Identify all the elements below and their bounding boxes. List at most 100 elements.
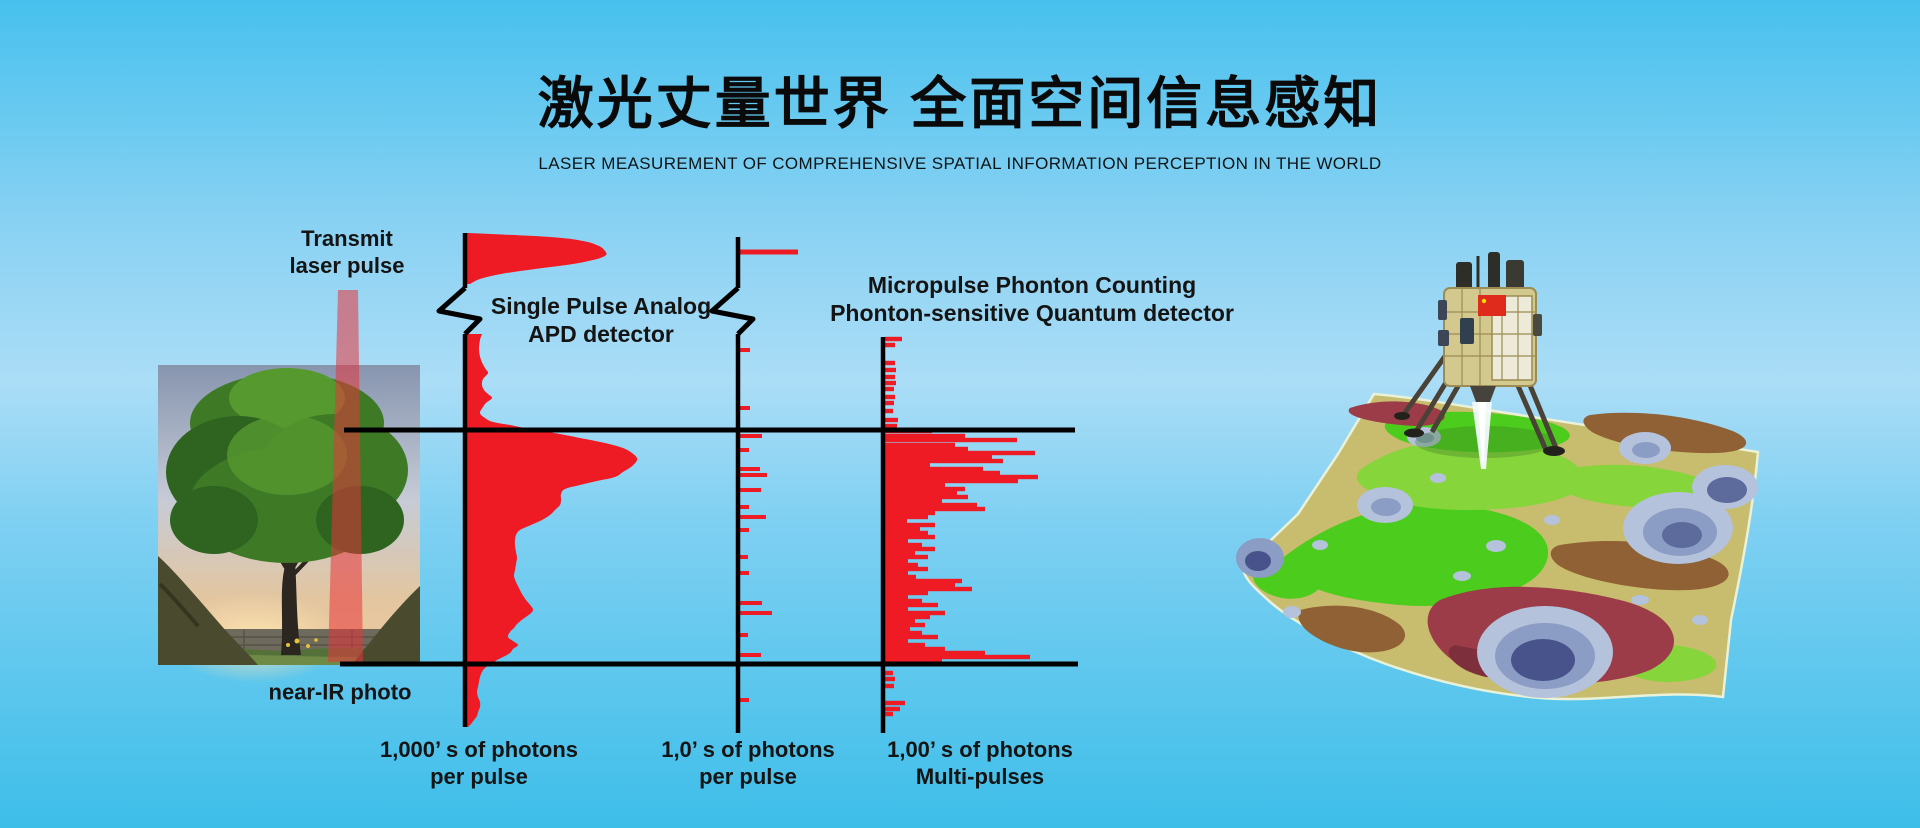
photon-multi-histogram-bar bbox=[885, 502, 977, 508]
photon-multi-histogram-bar bbox=[885, 706, 900, 712]
photon-multi-histogram-bar bbox=[885, 498, 942, 504]
photon-multi-histogram-bar bbox=[885, 558, 908, 564]
crater-right-large bbox=[1623, 492, 1733, 564]
lander-sidebox-3 bbox=[1533, 314, 1542, 336]
crater-left-mid bbox=[1357, 487, 1413, 523]
photon-multi-histogram-bar bbox=[885, 657, 942, 663]
photon-single-photon-tick bbox=[740, 348, 750, 352]
photon-single-photon-tick bbox=[740, 633, 748, 637]
photon-multi-histogram-bar bbox=[885, 534, 935, 540]
photon-multi-histogram-bar bbox=[885, 570, 908, 576]
photon-multi-histogram-bar bbox=[885, 342, 895, 348]
lander-instruments bbox=[1456, 252, 1524, 292]
terrain-model bbox=[1236, 392, 1760, 701]
photon-single-photon-tick bbox=[740, 555, 748, 559]
photon-multi-histogram-bar bbox=[885, 506, 985, 512]
photon-multi-histogram-bar bbox=[885, 394, 895, 400]
photon-single-photon-tick bbox=[740, 515, 766, 519]
flowers bbox=[286, 638, 318, 648]
photon-multi-histogram-bar bbox=[885, 566, 928, 572]
photon-multi-histogram-bar bbox=[885, 646, 945, 652]
photon-multi-histogram-bar bbox=[885, 630, 922, 636]
photon-single-axis-break bbox=[709, 286, 756, 336]
label-line: laser pulse bbox=[289, 253, 405, 278]
photon-multi-histogram-bar bbox=[885, 450, 1035, 456]
photon-multi-histogram-bar bbox=[885, 386, 894, 392]
photon-multi-histogram-bar bbox=[885, 462, 930, 468]
green-patch-2 bbox=[1356, 438, 1585, 511]
photon-multi-histogram-bar bbox=[885, 546, 935, 552]
hill-right bbox=[352, 586, 420, 665]
photon-multi-histogram-bar bbox=[885, 626, 910, 632]
lander-foot-left bbox=[1404, 428, 1424, 438]
photon-multi-histogram-bar bbox=[885, 423, 897, 429]
photon-single-photon-tick bbox=[740, 601, 762, 605]
photon-multi-histogram-bar bbox=[885, 670, 893, 676]
photon-multi-histogram-bar bbox=[885, 538, 908, 544]
tree-trunk bbox=[281, 553, 301, 655]
photon-single-photon-tick bbox=[740, 473, 767, 477]
photons-per-pulse-single-label: 1,0’ s of photons per pulse bbox=[661, 736, 835, 790]
photon-multi-histogram-bar bbox=[885, 634, 938, 640]
photon-multi-histogram-bar bbox=[885, 676, 895, 682]
photon-multi-histogram-bar bbox=[885, 336, 902, 342]
label-line: 1,0’ s of photons bbox=[661, 737, 835, 762]
transmit-laser-pulse-label: Transmit laser pulse bbox=[290, 225, 405, 279]
photon-multi-histogram-bar bbox=[885, 454, 992, 460]
lunar-lander bbox=[1394, 252, 1565, 469]
photon-multi-histogram-bar bbox=[885, 594, 908, 600]
lander-hatch bbox=[1460, 318, 1474, 344]
photon-multi-histogram-bar bbox=[885, 478, 1018, 484]
lander-sidebox-1 bbox=[1438, 300, 1447, 320]
apd-detector-label: Single Pulse Analog APD detector bbox=[491, 292, 711, 348]
label-line: 1,00’ s of photons bbox=[887, 737, 1073, 762]
photon-multi-histogram-bar bbox=[885, 542, 922, 548]
photon-multi-histogram-bar bbox=[885, 574, 916, 580]
photon-single-photon-tick bbox=[740, 434, 762, 438]
label-line: 1,000’ s of photons bbox=[379, 737, 579, 762]
tree bbox=[166, 368, 408, 655]
photon-multi-histogram-bar bbox=[885, 530, 928, 536]
brown-patch-1 bbox=[1298, 605, 1406, 653]
photon-multi-histogram-bar bbox=[885, 654, 1030, 660]
hill-left-shade bbox=[158, 582, 200, 628]
photon-multi-histogram-bar bbox=[885, 408, 893, 414]
hill-left bbox=[158, 556, 258, 665]
photon-multi-histogram-bar bbox=[885, 360, 895, 366]
photon-multi-histogram-bar bbox=[885, 598, 922, 604]
photon-single-photon-tick bbox=[740, 611, 772, 615]
photon-single-transmit-dash bbox=[740, 249, 798, 255]
photon-multi-histogram-bar bbox=[885, 562, 918, 568]
near-ir-photo-label: near-IR photo bbox=[269, 679, 412, 706]
photon-multi-histogram-bar bbox=[885, 433, 965, 439]
photon-multi-histogram-bar bbox=[885, 650, 985, 656]
laser-beam-overlay bbox=[328, 290, 363, 662]
photon-multi-histogram-bar bbox=[885, 638, 908, 644]
label-line: Transmit bbox=[301, 226, 393, 251]
lander-laser-core bbox=[1478, 402, 1486, 462]
label-line: Multi-pulses bbox=[915, 764, 1045, 789]
lander-foot-right bbox=[1543, 446, 1565, 456]
flag-star bbox=[1481, 298, 1487, 304]
photon-single-photon-tick bbox=[740, 698, 749, 702]
photon-multi-histogram-bar bbox=[885, 374, 895, 380]
photon-multi-histogram-bar bbox=[885, 494, 968, 500]
china-flag bbox=[1478, 295, 1506, 316]
tree-photo bbox=[158, 365, 420, 683]
canopy-lowleft bbox=[170, 486, 258, 554]
page-subtitle: LASER MEASUREMENT OF COMPREHENSIVE SPATI… bbox=[538, 154, 1382, 173]
photon-multi-histogram-bar bbox=[885, 518, 907, 524]
photon-multi-histogram-bar bbox=[885, 437, 1017, 443]
canopy-crown bbox=[229, 368, 345, 428]
photon-multi-histogram-bar bbox=[885, 446, 968, 452]
crater-large-bottom bbox=[1477, 606, 1613, 698]
photons-per-pulse-apd-label: 1,000’ s of photons per pulse bbox=[380, 736, 578, 790]
terrain-mounds bbox=[1283, 473, 1708, 625]
photon-multi-histogram-bar bbox=[885, 550, 915, 556]
photon-multi-histogram-bar bbox=[885, 474, 1038, 480]
photon-multi-histogram-bar bbox=[885, 486, 965, 492]
photon-multi-histogram-bar bbox=[885, 470, 1000, 476]
photon-single-photon-tick bbox=[740, 448, 749, 452]
